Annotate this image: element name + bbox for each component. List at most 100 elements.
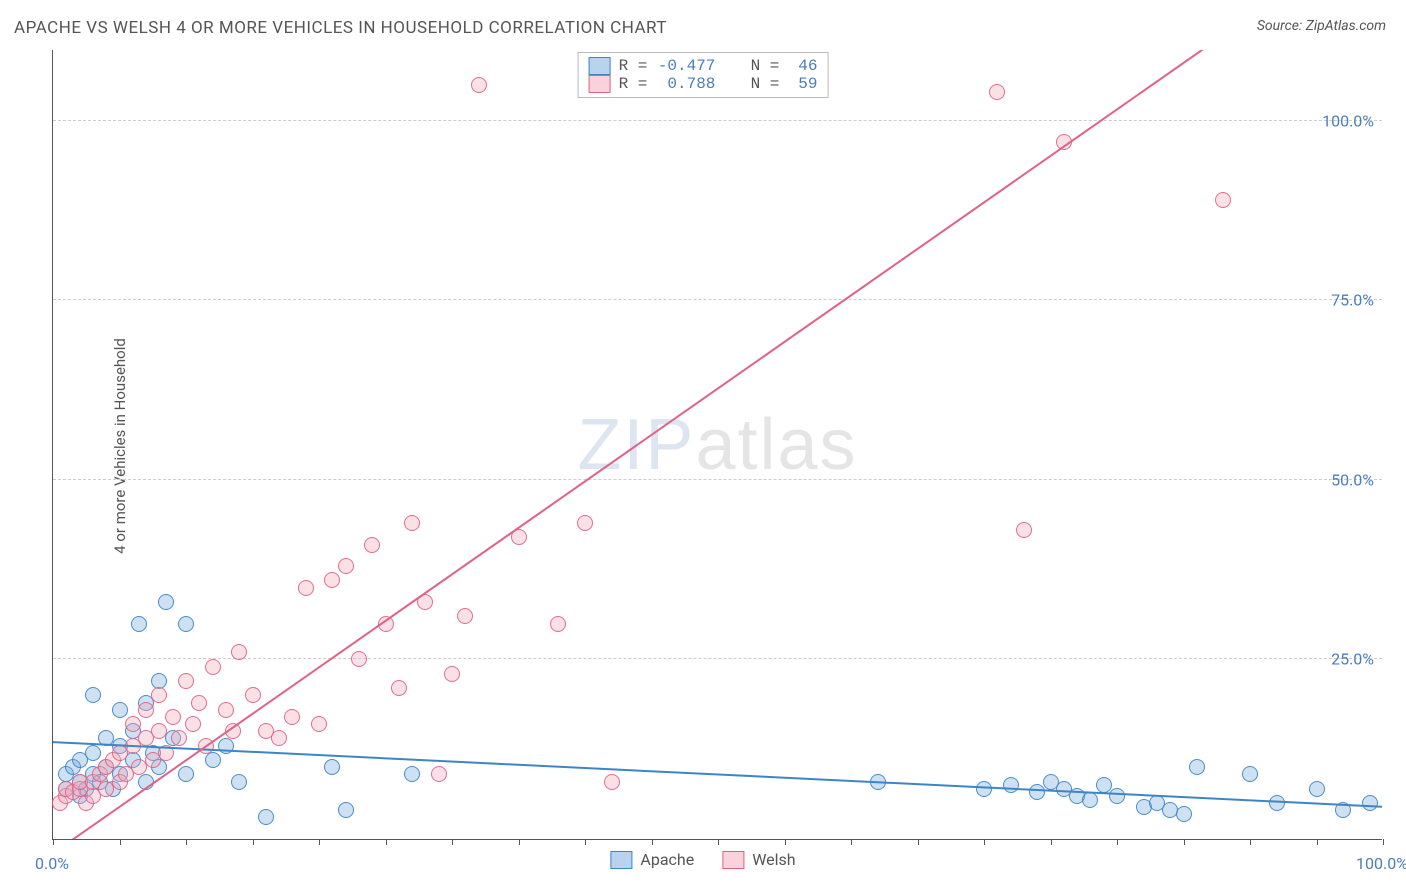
- x-tick: [652, 839, 653, 845]
- scatter-point: [1309, 781, 1325, 797]
- gridline-h: [53, 120, 1382, 121]
- scatter-point: [138, 702, 154, 718]
- x-tick: [785, 839, 786, 845]
- n-label: N =: [751, 57, 780, 75]
- scatter-point: [338, 558, 354, 574]
- regression-line: [53, 50, 1223, 839]
- x-tick: [253, 839, 254, 845]
- scatter-point: [112, 702, 128, 718]
- scatter-point: [1003, 777, 1019, 793]
- gridline-h: [53, 658, 1382, 659]
- x-tick: [53, 839, 54, 845]
- legend-swatch: [722, 851, 744, 869]
- scatter-point: [218, 702, 234, 718]
- scatter-point: [138, 774, 154, 790]
- watermark: ZIPatlas: [577, 404, 857, 486]
- stats-legend-row: R =0.788 N =59: [589, 75, 818, 93]
- gridline-h: [53, 299, 1382, 300]
- scatter-point: [431, 766, 447, 782]
- x-tick: [585, 839, 586, 845]
- scatter-point: [191, 695, 207, 711]
- scatter-point: [457, 608, 473, 624]
- scatter-point: [324, 759, 340, 775]
- regression-lines-layer: [53, 50, 1382, 839]
- scatter-point: [258, 809, 274, 825]
- scatter-point: [870, 774, 886, 790]
- scatter-point: [404, 515, 420, 531]
- regression-line: [53, 742, 1382, 807]
- scatter-point: [151, 723, 167, 739]
- x-tick: [984, 839, 985, 845]
- scatter-point: [245, 687, 261, 703]
- x-tick: [1117, 839, 1118, 845]
- scatter-point: [1215, 192, 1231, 208]
- x-tick: [120, 839, 121, 845]
- scatter-point: [131, 616, 147, 632]
- scatter-point: [158, 594, 174, 610]
- scatter-point: [511, 529, 527, 545]
- source-name: ZipAtlas.com: [1306, 18, 1386, 34]
- scatter-point: [550, 616, 566, 632]
- x-tick: [1051, 839, 1052, 845]
- source-label: Source:: [1257, 18, 1306, 34]
- scatter-point: [1029, 784, 1045, 800]
- gridline-h: [53, 479, 1382, 480]
- x-tick-label: 0.0%: [35, 854, 69, 873]
- stats-legend-row: R = -0.477 N = 46: [589, 57, 818, 75]
- series-legend-item: Apache: [610, 850, 694, 869]
- scatter-point: [125, 716, 141, 732]
- scatter-point: [324, 572, 340, 588]
- scatter-point: [185, 716, 201, 732]
- scatter-point: [577, 515, 593, 531]
- scatter-point: [231, 644, 247, 660]
- y-tick-label: 25.0%: [1331, 650, 1374, 669]
- scatter-point: [165, 709, 181, 725]
- scatter-point: [444, 666, 460, 682]
- scatter-point: [378, 616, 394, 632]
- scatter-point: [178, 616, 194, 632]
- scatter-point: [171, 730, 187, 746]
- scatter-point: [151, 687, 167, 703]
- scatter-point: [205, 659, 221, 675]
- x-tick: [186, 839, 187, 845]
- y-tick-label: 75.0%: [1331, 291, 1374, 310]
- scatter-point: [178, 673, 194, 689]
- scatter-point: [298, 580, 314, 596]
- scatter-point: [1016, 522, 1032, 538]
- legend-swatch: [589, 57, 611, 75]
- x-tick: [452, 839, 453, 845]
- series-legend: Apache Welsh: [610, 850, 795, 869]
- x-tick: [1383, 839, 1384, 845]
- scatter-point: [976, 781, 992, 797]
- scatter-point: [1269, 795, 1285, 811]
- scatter-point: [1082, 792, 1098, 808]
- scatter-point: [364, 537, 380, 553]
- scatter-point: [1109, 788, 1125, 804]
- series-legend-label: Welsh: [752, 850, 795, 869]
- scatter-point: [1335, 802, 1351, 818]
- source-attribution: Source: ZipAtlas.com: [1257, 18, 1386, 34]
- r-label: R =: [619, 75, 648, 93]
- scatter-point: [404, 766, 420, 782]
- watermark-atlas: atlas: [695, 405, 857, 485]
- scatter-point: [271, 730, 287, 746]
- scatter-point: [311, 716, 327, 732]
- x-tick: [1317, 839, 1318, 845]
- r-value: -0.477: [655, 57, 715, 75]
- r-label: R =: [619, 57, 648, 75]
- scatter-point: [1189, 759, 1205, 775]
- scatter-point: [471, 77, 487, 93]
- x-tick: [519, 839, 520, 845]
- x-tick: [718, 839, 719, 845]
- scatter-point: [231, 774, 247, 790]
- legend-swatch: [610, 851, 632, 869]
- scatter-point: [391, 680, 407, 696]
- scatter-point: [1056, 134, 1072, 150]
- n-value: 59: [787, 75, 817, 93]
- scatter-plot-area: ZIPatlas 25.0%50.0%75.0%100.0%: [52, 50, 1382, 840]
- y-tick-label: 100.0%: [1322, 111, 1374, 130]
- x-tick: [1250, 839, 1251, 845]
- stats-legend: R = -0.477 N = 46R =0.788 N =59: [578, 52, 829, 98]
- scatter-point: [158, 745, 174, 761]
- n-value: 46: [787, 57, 817, 75]
